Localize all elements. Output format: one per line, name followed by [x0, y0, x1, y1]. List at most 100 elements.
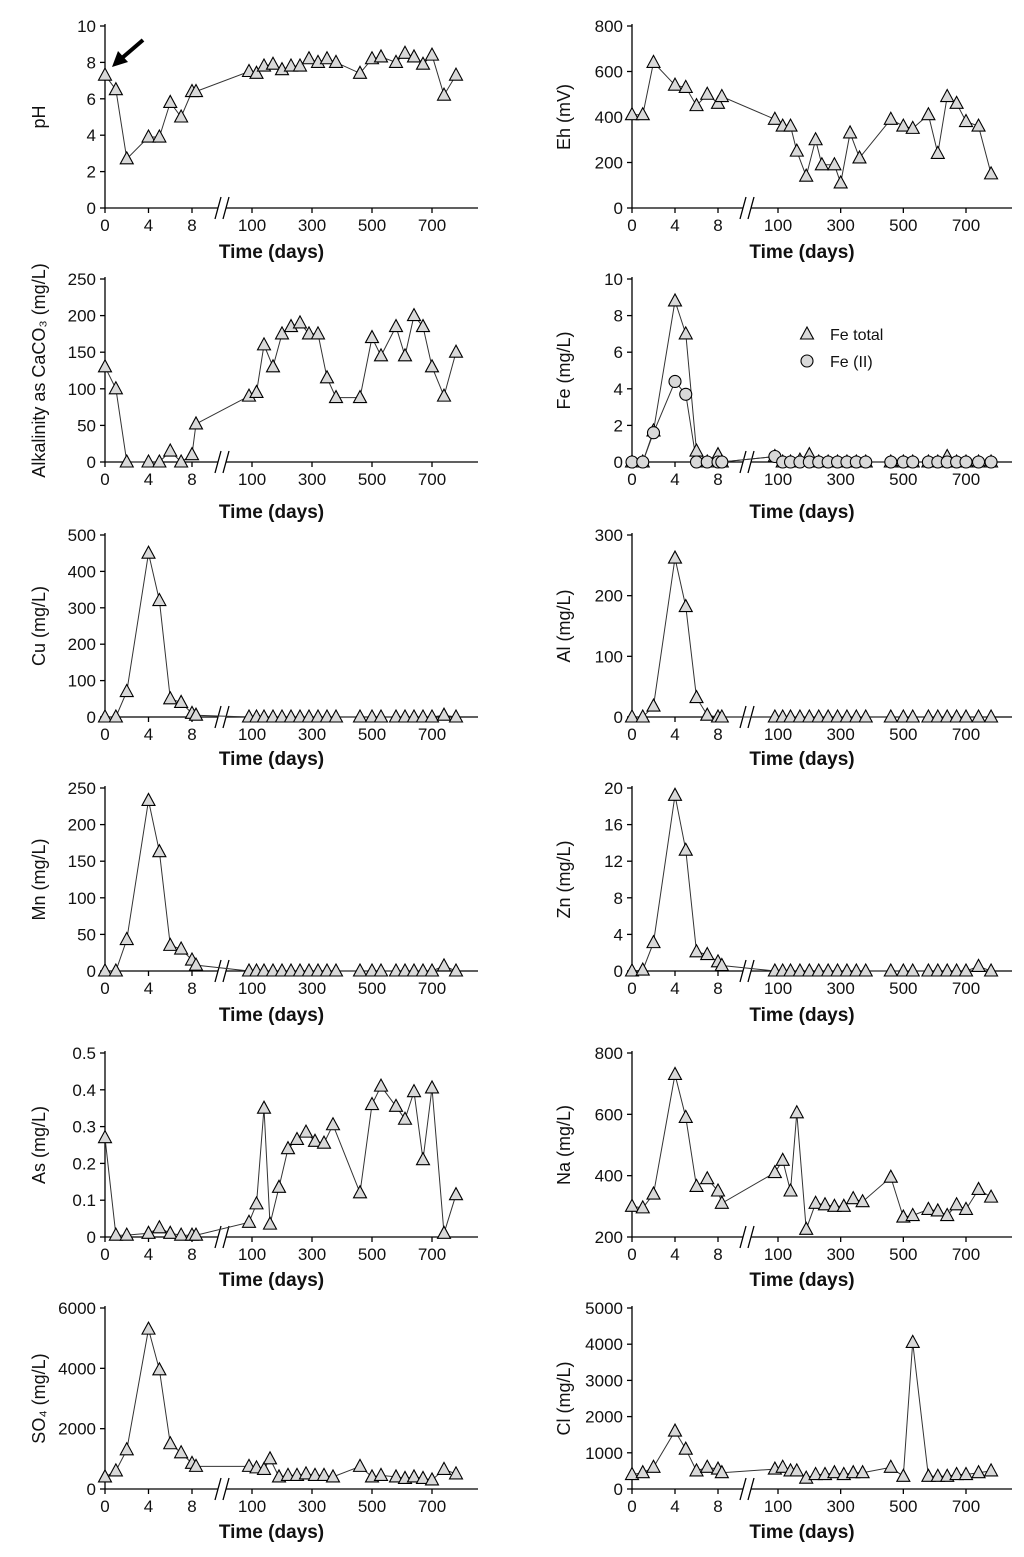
data-point: [141, 792, 156, 806]
y-axis-label: SO₄ (mg/L): [29, 1353, 49, 1443]
data-point: [97, 358, 113, 373]
x-tick-label: 500: [889, 1497, 917, 1516]
data-point: [274, 708, 290, 723]
data-point: [262, 1215, 278, 1230]
x-axis-label: Time (days): [219, 749, 324, 770]
data-point: [388, 54, 404, 68]
data-point: [930, 962, 946, 977]
data-point: [373, 1077, 389, 1092]
data-point: [848, 962, 864, 977]
data-point-circle: [959, 455, 973, 469]
data-point: [920, 962, 936, 977]
x-axis-label: Time (days): [749, 1005, 854, 1026]
data-point: [667, 292, 683, 307]
data-point: [141, 1320, 156, 1335]
y-tick-label: 500: [68, 526, 96, 545]
y-tick-label: 100: [68, 380, 96, 399]
y-tick-label: 250: [68, 779, 96, 798]
data-point: [307, 1467, 323, 1481]
data-point: [667, 787, 683, 801]
data-point: [301, 962, 317, 977]
axis-break-mark: [222, 959, 230, 983]
data-point: [162, 94, 178, 108]
data-point: [307, 1133, 323, 1147]
data-point: [920, 106, 936, 121]
x-tick-label: 100: [238, 1497, 266, 1516]
data-point: [448, 708, 464, 723]
y-axis-label: As (mg/L): [29, 1106, 49, 1184]
data-point: [811, 962, 827, 977]
y-tick-label: 50: [77, 925, 96, 944]
data-point: [325, 1116, 341, 1131]
data-point: [249, 384, 264, 399]
data-point: [789, 1462, 805, 1477]
data-point: [820, 962, 836, 977]
data-point: [97, 708, 113, 723]
y-tick-label: 0: [87, 453, 96, 472]
data-point: [699, 1170, 715, 1185]
data-point: [949, 1196, 965, 1211]
data-point: [883, 1459, 899, 1473]
x-tick-label: 100: [764, 216, 792, 235]
data-point: [119, 150, 135, 165]
x-tick-label: 8: [187, 470, 196, 489]
data-point: [188, 1227, 204, 1241]
data-point: [151, 128, 167, 143]
data-point: [173, 694, 189, 708]
data-point: [783, 962, 798, 977]
data-point: [905, 1207, 921, 1222]
data-point: [646, 934, 661, 949]
data-point: [858, 708, 874, 723]
data-point-circle: [984, 455, 998, 469]
y-tick-label: 0.3: [72, 1118, 96, 1137]
data-point: [325, 1468, 341, 1483]
data-point-circle: [971, 455, 986, 469]
data-point: [958, 708, 974, 723]
data-point: [714, 708, 730, 723]
data-point: [792, 708, 808, 723]
series-line: [632, 557, 992, 718]
axis-break-mark: [747, 959, 755, 983]
x-tick-label: 100: [764, 979, 792, 998]
data-point: [162, 937, 178, 951]
x-tick-label: 100: [764, 1245, 792, 1264]
data-point: [151, 453, 167, 468]
y-tick-label: 800: [595, 17, 623, 36]
data-point-circle: [715, 455, 729, 469]
x-tick-label: 4: [144, 216, 153, 235]
x-tick-label: 700: [418, 725, 446, 744]
axis-break-mark: [222, 196, 230, 220]
x-tick-label: 4: [670, 1245, 679, 1264]
data-point: [280, 1140, 296, 1155]
axis-break-mark: [747, 450, 755, 474]
y-tick-label: 2000: [58, 1420, 96, 1439]
x-axis-label: Time (days): [749, 242, 854, 263]
data-point-circle: [906, 455, 920, 469]
series-line: [631, 1342, 992, 1479]
data-point: [173, 940, 189, 955]
y-tick-label: 8: [614, 307, 623, 326]
data-point: [667, 76, 683, 91]
data-point: [310, 708, 326, 723]
x-tick-label: 100: [764, 470, 792, 489]
y-tick-label: 100: [68, 889, 96, 908]
x-tick-label: 4: [670, 979, 679, 998]
data-point: [328, 389, 344, 404]
data-point: [789, 142, 805, 157]
x-tick-label: 700: [952, 470, 980, 489]
x-tick-label: 100: [238, 979, 266, 998]
data-point: [635, 106, 651, 121]
data-point: [265, 708, 281, 723]
data-point: [808, 131, 824, 146]
x-tick-label: 700: [952, 1245, 980, 1264]
data-point: [265, 56, 281, 70]
y-tick-label: 100: [595, 647, 623, 666]
data-point: [801, 708, 817, 723]
x-tick-label: 0: [100, 1245, 109, 1264]
data-point: [108, 1227, 124, 1241]
x-tick-label: 300: [826, 1497, 854, 1516]
y-axis-label: Zn (mg/L): [554, 840, 574, 918]
so4-panel: 0 2000 4000 6000 0 4 8 100 300 500 700 Time (days) S…: [29, 1299, 478, 1543]
x-tick-label: 0: [627, 725, 636, 744]
data-point: [678, 598, 694, 613]
